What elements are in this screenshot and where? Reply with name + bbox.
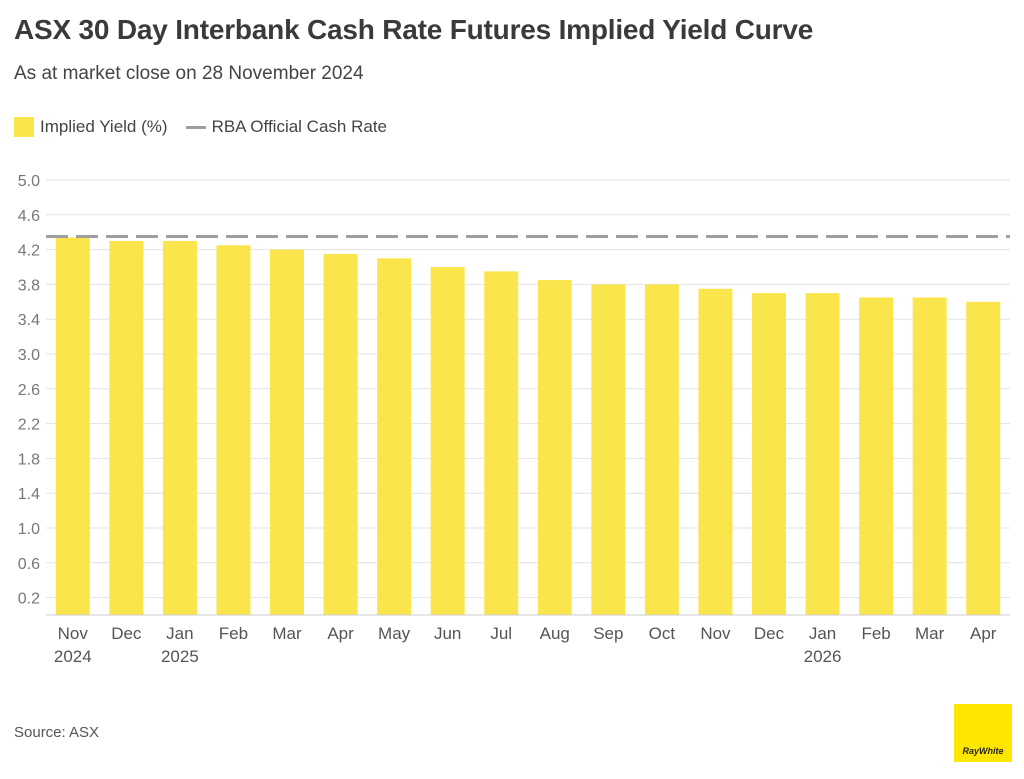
x-tick-label: Nov: [58, 624, 89, 643]
y-tick-label: 3.0: [18, 347, 40, 364]
x-tick-label: May: [378, 624, 411, 643]
bar: [484, 271, 519, 615]
x-tick-label: Feb: [219, 624, 248, 643]
y-tick-label: 1.8: [18, 451, 40, 468]
legend-swatch-bar: [14, 117, 34, 137]
legend: Implied Yield (%) RBA Official Cash Rate: [14, 115, 405, 139]
bar: [805, 293, 840, 615]
bar: [270, 249, 304, 615]
bar: [109, 240, 144, 615]
bar: [537, 280, 572, 615]
bar: [966, 301, 1001, 615]
bar: [377, 258, 412, 615]
x-tick-label: Mar: [915, 624, 945, 643]
bar-chart: 0.2 0.6 1.0 1.4 1.8 2.2 2.6 3.0 3.4 3.8 4.2 4.6 5.0 N…: [18, 173, 1010, 666]
legend-swatch-line: [185, 125, 206, 129]
x-tick-label: Nov: [700, 624, 731, 643]
ray-white-logo: RayWhite: [954, 704, 1012, 762]
y-tick-label: 4.2: [18, 243, 40, 260]
x-tick-label: Apr: [327, 624, 354, 643]
legend-label-implied-yield: Implied Yield (%): [40, 117, 168, 136]
logo-text: RayWhite: [962, 746, 1004, 756]
y-tick-label: 5.0: [18, 173, 40, 190]
y-tick-label: 0.6: [18, 556, 40, 573]
bar: [591, 284, 626, 615]
y-tick-label: 0.2: [18, 591, 40, 608]
x-tick-label: Oct: [649, 624, 676, 643]
bar: [323, 253, 358, 615]
x-tick-label: Jun: [434, 624, 461, 643]
x-tick-label: Dec: [754, 624, 785, 643]
legend-item-cash-rate: RBA Official Cash Rate: [185, 117, 387, 137]
x-tick-label: Mar: [272, 624, 302, 643]
y-tick-label: 1.4: [18, 486, 40, 503]
y-tick-label: 1.0: [18, 521, 40, 538]
y-tick-label: 3.8: [18, 277, 40, 294]
chart-title: ASX 30 Day Interbank Cash Rate Futures I…: [14, 14, 814, 45]
source-note: Source: ASX: [14, 724, 100, 741]
bar: [698, 288, 733, 615]
x-tick-label: Sep: [593, 624, 623, 643]
x-tick-label: Jan: [809, 624, 836, 643]
x-tick-label: Dec: [111, 624, 142, 643]
chart-subtitle: As at market close on 28 November 2024: [14, 63, 364, 84]
x-tick-label: Jan: [166, 624, 193, 643]
x-tick-label: Feb: [861, 624, 890, 643]
bar: [55, 237, 90, 616]
x-tick-label: 2026: [804, 647, 842, 666]
legend-item-implied-yield: Implied Yield (%): [14, 117, 168, 137]
y-tick-label: 2.6: [18, 382, 40, 399]
x-tick-label: 2025: [161, 647, 199, 666]
x-tick-label: Jul: [490, 624, 512, 643]
x-tick-label: 2024: [54, 647, 92, 666]
x-tick-label: Aug: [540, 624, 570, 643]
bar: [859, 297, 894, 615]
y-tick-label: 3.4: [18, 312, 40, 329]
x-tick-label: Apr: [970, 624, 997, 643]
y-tick-label: 2.2: [18, 417, 40, 434]
bar: [644, 284, 679, 615]
y-tick-label: 4.6: [18, 208, 40, 225]
legend-label-cash-rate: RBA Official Cash Rate: [211, 117, 387, 136]
bar: [216, 245, 251, 615]
bar: [430, 267, 465, 615]
bar: [912, 297, 947, 615]
bar: [162, 240, 197, 615]
bar: [752, 293, 786, 615]
